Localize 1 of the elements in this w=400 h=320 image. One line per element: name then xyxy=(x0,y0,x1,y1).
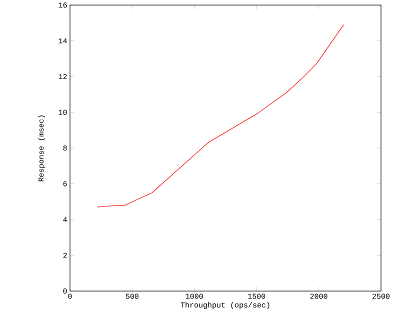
line-series xyxy=(97,24,344,208)
